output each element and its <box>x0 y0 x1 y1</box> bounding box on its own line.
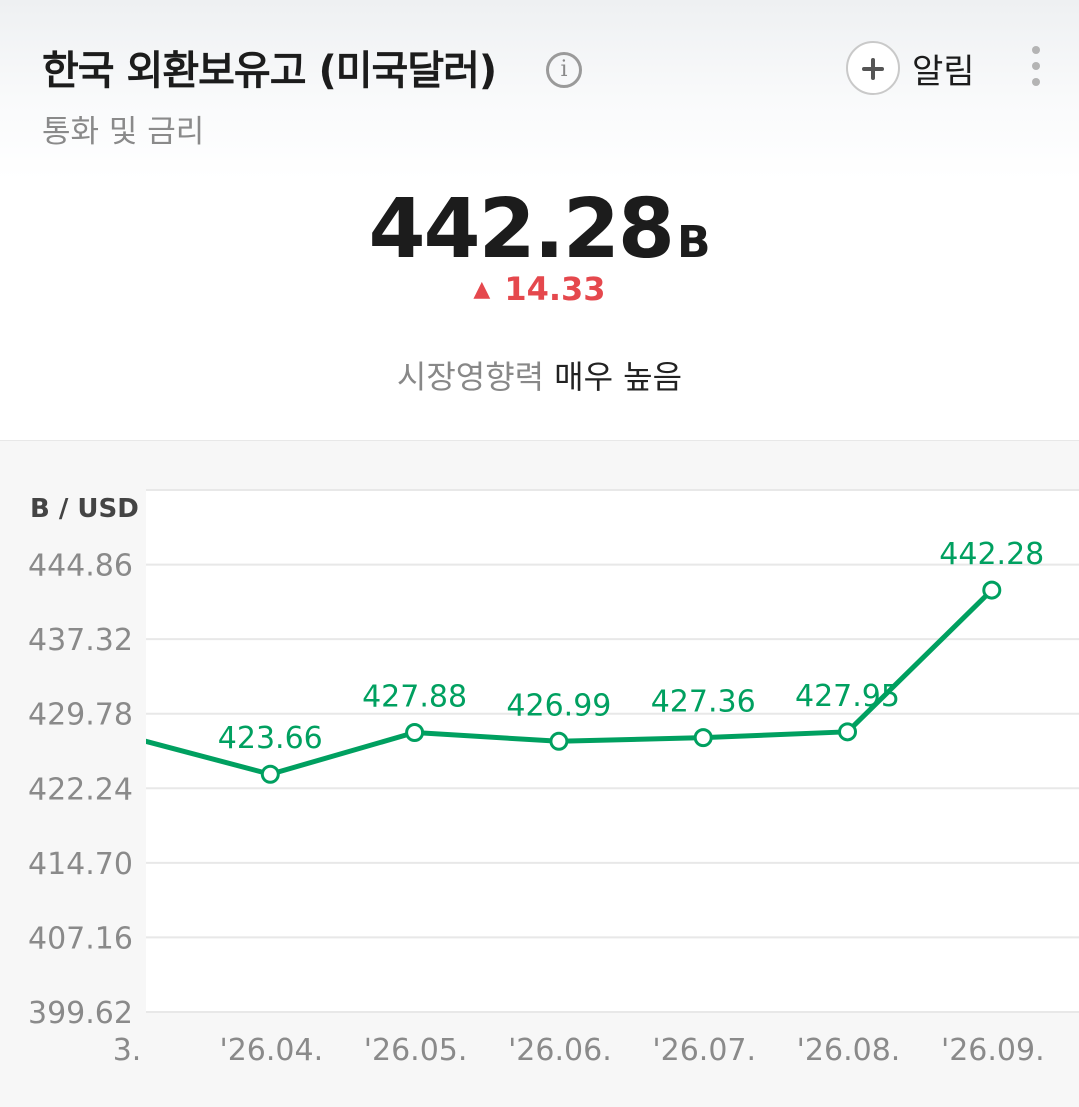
alert-button[interactable]: 알림 <box>846 38 975 98</box>
header: 한국 외환보유고 (미국달러) i 통화 및 금리 알림 <box>0 0 1079 180</box>
page-title: 한국 외환보유고 (미국달러) <box>42 48 497 94</box>
plus-icon <box>846 41 900 95</box>
market-impact: 시장영향력 매우 높음 <box>0 352 1079 398</box>
data-point[interactable] <box>260 764 280 784</box>
data-label: 442.28 <box>939 537 1044 572</box>
x-tick-label: '26.06. <box>508 1033 612 1068</box>
data-point[interactable] <box>405 723 425 743</box>
x-tick-label: '26.05. <box>364 1033 468 1068</box>
y-tick-label: 444.86 <box>28 549 133 584</box>
y-tick-label: 407.16 <box>28 921 133 956</box>
data-point[interactable] <box>693 728 713 748</box>
data-label: 427.36 <box>651 685 756 720</box>
up-triangle-icon: ▲ <box>473 277 491 302</box>
current-value-number: 442.28 <box>368 182 675 277</box>
y-tick-label: 437.32 <box>28 623 133 658</box>
x-tick-label: '26.07. <box>652 1033 756 1068</box>
x-tick-label: '26.08. <box>797 1033 901 1068</box>
y-tick-label: 422.24 <box>28 772 133 807</box>
x-tick-label: '26.09. <box>941 1033 1045 1068</box>
data-label: 427.88 <box>362 680 467 715</box>
data-point[interactable] <box>838 722 857 742</box>
info-icon[interactable]: i <box>546 52 582 88</box>
current-value: 442.28B <box>0 182 1079 277</box>
data-label: 427.95 <box>795 679 900 714</box>
data-label: 426.99 <box>506 688 611 723</box>
chart-unit-label: B / USD <box>30 494 139 524</box>
data-point[interactable] <box>549 731 569 751</box>
category-subtitle: 통화 및 금리 <box>42 114 205 150</box>
y-tick-label: 429.78 <box>28 698 133 733</box>
data-label: 423.66 <box>218 721 323 756</box>
x-tick-label: 3. <box>113 1033 142 1068</box>
more-vertical-icon[interactable] <box>1022 44 1050 88</box>
x-tick-label: '26.04. <box>219 1033 323 1068</box>
y-tick-label: 399.62 <box>28 996 133 1031</box>
change-amount: 14.33 <box>504 270 606 308</box>
market-impact-value: 매우 높음 <box>554 358 683 396</box>
alert-label: 알림 <box>912 51 975 92</box>
plot-background <box>146 490 1079 1012</box>
change-value: ▲ 14.33 <box>0 270 1079 308</box>
data-point[interactable] <box>982 580 1002 600</box>
y-tick-label: 414.70 <box>28 847 133 882</box>
market-impact-label: 시장영향력 <box>396 358 545 396</box>
current-value-unit: B <box>676 217 711 268</box>
